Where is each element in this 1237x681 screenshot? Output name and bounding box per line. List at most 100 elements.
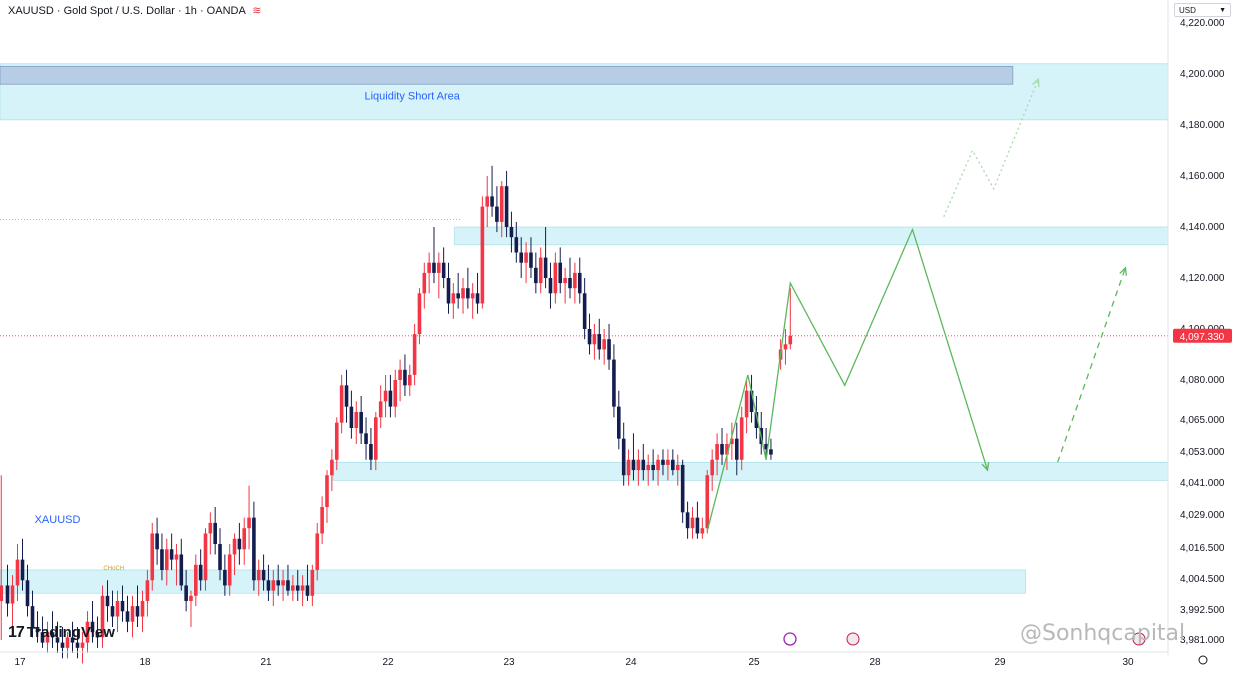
candle-body [184,585,188,601]
price-tick-label: 4,200.000 [1180,69,1225,80]
price-tick-label: 4,016.500 [1180,543,1225,554]
candle-body [695,517,700,534]
candle-body [344,385,349,407]
symbol-header[interactable]: XAUUSD · Gold Spot / U.S. Dollar · 1h · … [8,4,261,17]
candles-layer [0,165,793,664]
candle-body [189,595,193,601]
candle-body [725,444,729,455]
candle-body [621,438,626,476]
tradingview-logo-text: TradingView [26,624,115,641]
tv-logo-icon: 17 [8,624,25,641]
candle-body [179,554,184,586]
currency-select[interactable]: USD ▼ [1174,3,1231,17]
current-price-tag [1173,328,1232,343]
watermark: @Sonhqcapital [1020,621,1185,646]
resistance-zone[interactable] [454,226,1169,246]
candle-body [50,632,55,638]
choch-label: CHoCH [103,566,124,572]
candle-body [558,262,563,284]
exchange-logo-icon: ≋ [252,5,262,17]
candle-body [237,538,242,550]
price-tick-label: 4,065.000 [1180,415,1225,426]
candle-body [325,475,329,507]
candle-body [286,580,290,591]
liquidity-short-area-label: Liquidity Short Area [365,91,461,103]
candle-body [120,600,125,612]
candle-body [349,406,354,428]
candle-body [295,585,300,591]
candle-body [135,606,140,617]
candle-body [427,262,431,273]
time-tick-label: 24 [625,657,637,668]
candle-body [140,600,145,617]
candle-body [30,606,35,627]
candle-body [90,621,95,633]
candle-body [359,412,363,434]
price-tick-label: 4,029.000 [1180,510,1225,521]
xauusd-label: XAUUSD [35,514,81,526]
candle-body [85,621,90,643]
candle-body [573,272,577,289]
tradingview-logo[interactable]: 17 TradingView [8,624,115,642]
candle-body [592,334,597,345]
candle-body [788,335,793,345]
candle-body [432,262,436,273]
candle-body [514,237,519,253]
candle-body [203,533,208,581]
candle-body [403,369,407,386]
candle-body [680,464,685,513]
candle-body [764,444,768,450]
support-zone-2[interactable] [0,569,1026,594]
candle-body [417,293,422,335]
us-flag-event-icon[interactable] [1132,632,1146,646]
candle-body [100,595,105,638]
time-tick-label: 17 [14,657,26,668]
lightning-event-icon[interactable] [783,632,797,646]
candle-body [626,459,631,476]
candle-body [398,369,402,380]
candle-body [110,606,115,617]
candle-body [320,507,324,534]
candle-body [710,459,714,476]
time-tick-label: 22 [382,657,394,668]
candle-body [45,632,50,643]
candle-body [310,569,315,596]
candle-body [105,595,110,607]
candle-body [437,262,441,273]
candle-body [252,517,256,581]
candle-body [95,632,100,638]
candle-body [734,438,739,460]
candle-body [739,417,744,460]
us-flag-event-icon[interactable] [846,632,860,646]
candle-body [315,533,320,570]
candle-body [466,288,470,299]
candle-body [65,637,70,648]
candle-body [441,262,446,278]
candle-body [519,252,523,263]
candle-body [75,642,80,648]
candle-body [485,196,490,207]
candle-body [5,585,10,604]
candle-body [213,522,217,545]
candle-body [15,559,20,586]
candle-body [666,459,670,465]
candle-body [174,554,179,560]
candle-body [754,412,759,428]
candle-body [291,585,295,591]
candle-body [685,512,690,529]
candle-body [364,433,368,444]
candle-body [130,606,135,622]
candle-body [607,339,611,360]
candle-body [656,459,660,471]
price-tick-label: 4,120.000 [1180,273,1225,284]
candle-body [700,528,705,534]
candle-body [247,517,251,529]
settings-gear-icon[interactable] [1198,655,1208,665]
candle-body [587,329,592,345]
candle-body [412,334,417,375]
candle-body [198,564,203,581]
support-zone-1[interactable] [332,462,1169,481]
price-tick-label: 4,220.000 [1180,18,1225,29]
